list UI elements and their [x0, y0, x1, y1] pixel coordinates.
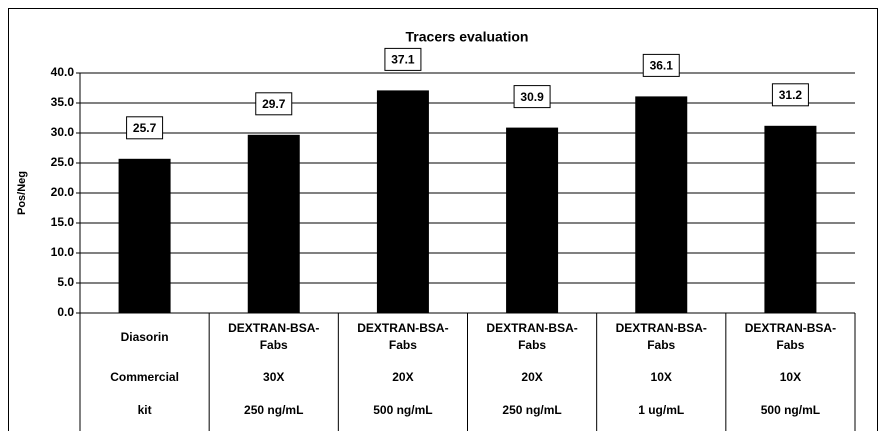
y-tick-label: 5.0	[57, 275, 74, 289]
y-tick-label: 0.0	[57, 305, 74, 319]
x-tick-text: Diasorin	[120, 329, 169, 344]
x-tick-text: 250 ng/mL	[502, 402, 562, 417]
x-tick-label: Diasorin	[80, 317, 209, 357]
x-tick-label: 20X	[468, 357, 597, 397]
x-tick-text: DEXTRAN-BSA-Fabs	[615, 321, 707, 352]
x-tick-text: kit	[137, 402, 152, 417]
y-tick-label: 40.0	[51, 65, 75, 79]
y-tick-label: 10.0	[51, 245, 75, 259]
x-tick-text: 20X	[521, 369, 543, 384]
x-tick-label: DEXTRAN-BSA-Fabs	[597, 317, 726, 357]
bar	[635, 96, 688, 314]
value-label: 31.2	[779, 88, 803, 102]
chart-title: Tracers evaluation	[406, 29, 529, 45]
bar	[376, 90, 429, 314]
x-tick-text: 30X	[263, 369, 285, 384]
x-tick-text: 1 ug/mL	[638, 402, 685, 417]
x-tick-label: 20X	[338, 357, 467, 397]
x-tick-label: 500 ng/mL	[726, 390, 855, 430]
x-tick-text: 20X	[392, 369, 414, 384]
x-tick-label: DEXTRAN-BSA-Fabs	[209, 317, 338, 357]
x-tick-text: DEXTRAN-BSA-Fabs	[357, 321, 449, 352]
x-tick-label: Commercial	[80, 357, 209, 397]
y-tick-label: 25.0	[51, 155, 75, 169]
bar	[506, 127, 559, 313]
x-tick-label: 250 ng/mL	[468, 390, 597, 430]
value-label-box	[384, 47, 422, 71]
x-tick-label: DEXTRAN-BSA-Fabs	[726, 317, 855, 357]
value-label-box	[255, 92, 293, 116]
x-tick-label: 500 ng/mL	[338, 390, 467, 430]
y-axis-label: Pos/Neg	[16, 171, 28, 215]
value-label: 36.1	[650, 59, 674, 73]
x-tick-label: DEXTRAN-BSA-Fabs	[468, 317, 597, 357]
bar	[118, 158, 171, 313]
y-tick-label: 15.0	[51, 215, 75, 229]
x-tick-text: 10X	[779, 369, 802, 384]
x-tick-text: 10X	[650, 369, 672, 384]
x-tick-label: 10X	[726, 357, 855, 397]
value-label: 29.7	[262, 97, 286, 111]
x-tick-text: DEXTRAN-BSA-Fabs	[228, 321, 320, 352]
x-tick-label: DEXTRAN-BSA-Fabs	[338, 317, 467, 357]
x-tick-text: Commercial	[110, 369, 179, 384]
y-tick-label: 30.0	[51, 125, 75, 139]
x-tick-label: kit	[80, 390, 209, 430]
x-tick-text: 250 ng/mL	[244, 402, 304, 417]
value-label: 25.7	[133, 121, 157, 135]
x-tick-label: 10X	[597, 357, 726, 397]
x-tick-label: 250 ng/mL	[209, 390, 338, 430]
value-label: 30.9	[520, 90, 544, 104]
x-tick-text: DEXTRAN-BSA-Fabs	[744, 321, 837, 352]
y-tick-label: 20.0	[51, 185, 75, 199]
x-tick-text: 500 ng/mL	[760, 402, 821, 417]
x-tick-text: DEXTRAN-BSA-Fabs	[486, 321, 578, 352]
value-label-box	[771, 83, 809, 107]
y-tick-label: 35.0	[51, 95, 75, 109]
value-label: 37.1	[391, 53, 415, 67]
x-tick-text: 500 ng/mL	[373, 402, 433, 417]
bar	[247, 134, 300, 313]
x-tick-label: 1 ug/mL	[597, 390, 726, 430]
value-label-box	[642, 53, 680, 77]
bar	[764, 125, 817, 313]
x-tick-label: 30X	[209, 357, 338, 397]
value-label-box	[126, 116, 164, 140]
value-label-box	[513, 85, 551, 109]
